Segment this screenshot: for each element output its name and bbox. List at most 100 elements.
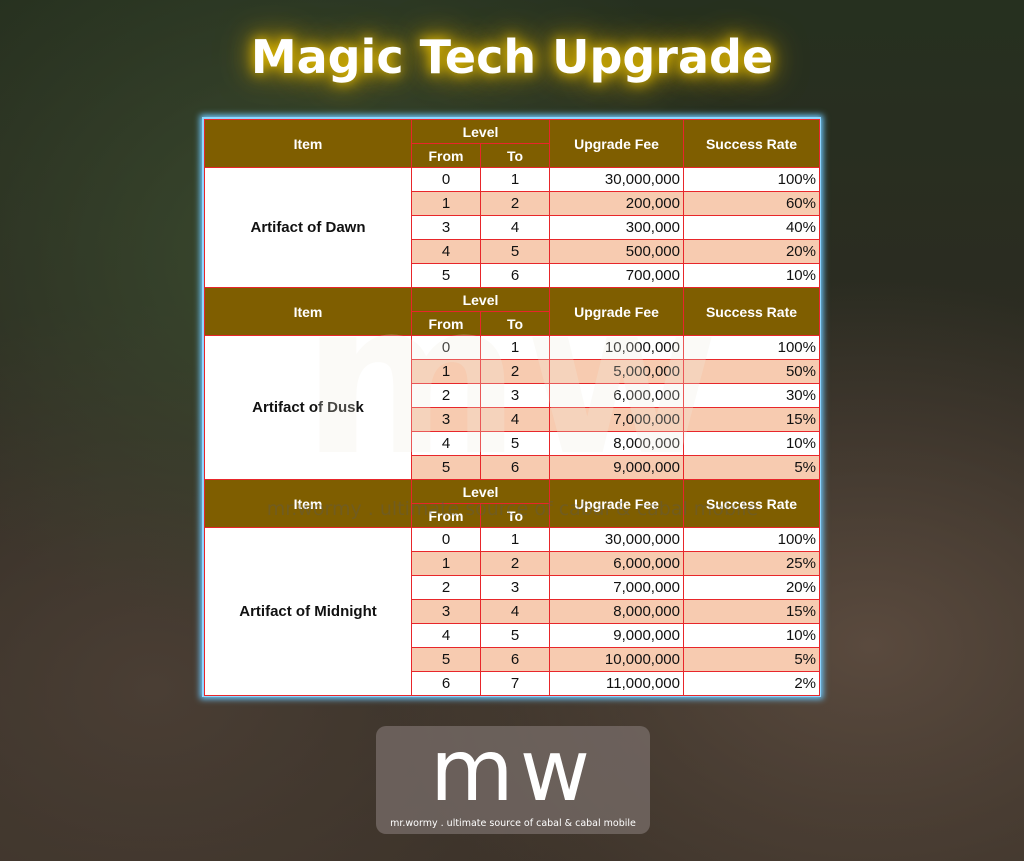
upgrade-fee: 30,000,000 bbox=[549, 167, 684, 192]
success-rate: 20% bbox=[683, 575, 820, 600]
upgrade-fee: 5,000,000 bbox=[549, 359, 684, 384]
upgrade-fee: 200,000 bbox=[549, 191, 684, 216]
level-from: 6 bbox=[411, 671, 481, 696]
upgrade-fee: 700,000 bbox=[549, 263, 684, 288]
level-from: 0 bbox=[411, 335, 481, 360]
upgrade-fee: 11,000,000 bbox=[549, 671, 684, 696]
upgrade-fee: 6,000,000 bbox=[549, 551, 684, 576]
table-row: 5 6 10,000,000 5% bbox=[205, 647, 820, 672]
success-rate: 20% bbox=[683, 239, 820, 264]
success-rate: 15% bbox=[683, 407, 820, 432]
item-header: Item bbox=[204, 119, 412, 168]
level-from: 3 bbox=[411, 599, 481, 624]
level-to: 2 bbox=[480, 359, 550, 384]
rate-header: Success Rate bbox=[683, 287, 820, 336]
level-to: 3 bbox=[480, 575, 550, 600]
item-name: Artifact of Dawn bbox=[204, 167, 412, 288]
fee-header: Upgrade Fee bbox=[549, 287, 684, 336]
level-to: 4 bbox=[480, 215, 550, 240]
success-rate: 25% bbox=[683, 551, 820, 576]
success-rate: 100% bbox=[683, 167, 820, 192]
to-header: To bbox=[480, 311, 550, 336]
upgrade-fee: 8,000,000 bbox=[549, 431, 684, 456]
upgrade-fee: 7,000,000 bbox=[549, 575, 684, 600]
item-header: Item bbox=[204, 287, 412, 336]
logo-tagline: mr.wormy . ultimate source of cabal & ca… bbox=[390, 818, 636, 829]
logo: mw mr.wormy . ultimate source of cabal &… bbox=[376, 726, 650, 834]
fee-header: Upgrade Fee bbox=[549, 119, 684, 168]
level-header: Level bbox=[411, 119, 550, 144]
upgrade-fee: 10,000,000 bbox=[549, 647, 684, 672]
success-rate: 15% bbox=[683, 599, 820, 624]
header-row: Item Level Upgrade Fee Success Rate bbox=[204, 119, 820, 168]
from-header: From bbox=[411, 503, 481, 528]
header-row: Item Level Upgrade Fee Success Rate bbox=[204, 479, 820, 528]
level-to: 5 bbox=[480, 239, 550, 264]
level-to: 4 bbox=[480, 599, 550, 624]
level-from: 4 bbox=[411, 431, 481, 456]
to-header: To bbox=[480, 143, 550, 168]
level-to: 7 bbox=[480, 671, 550, 696]
upgrade-table-panel: Item Level Upgrade Fee Success Rate From To Ar… bbox=[202, 117, 821, 697]
success-rate: 5% bbox=[683, 647, 820, 672]
level-from: 1 bbox=[411, 551, 481, 576]
table-row: 1 2 6,000,000 25% bbox=[205, 551, 820, 576]
level-to: 2 bbox=[480, 191, 550, 216]
success-rate: 50% bbox=[683, 359, 820, 384]
table-row: 3 4 300,000 40% bbox=[205, 215, 820, 240]
level-from: 5 bbox=[411, 455, 481, 480]
success-rate: 100% bbox=[683, 527, 820, 552]
from-header: From bbox=[411, 311, 481, 336]
level-from: 0 bbox=[411, 527, 481, 552]
level-from: 1 bbox=[411, 359, 481, 384]
upgrade-fee: 30,000,000 bbox=[549, 527, 684, 552]
upgrade-fee: 6,000,000 bbox=[549, 383, 684, 408]
success-rate: 2% bbox=[683, 671, 820, 696]
table-row: 5 6 9,000,000 5% bbox=[205, 455, 820, 480]
level-to: 4 bbox=[480, 407, 550, 432]
upgrade-fee: 9,000,000 bbox=[549, 455, 684, 480]
upgrade-fee: 7,000,000 bbox=[549, 407, 684, 432]
level-from: 3 bbox=[411, 215, 481, 240]
level-to: 1 bbox=[480, 527, 550, 552]
table-row: Artifact of Dawn 0 1 30,000,000 100% bbox=[204, 167, 820, 288]
level-from: 4 bbox=[411, 623, 481, 648]
item-name: Artifact of Midnight bbox=[204, 527, 412, 696]
level-from: 3 bbox=[411, 407, 481, 432]
level-from: 5 bbox=[411, 647, 481, 672]
table-row: 3 4 7,000,000 15% bbox=[205, 407, 820, 432]
level-from: 4 bbox=[411, 239, 481, 264]
success-rate: 60% bbox=[683, 191, 820, 216]
table-row: 2 3 6,000,000 30% bbox=[205, 383, 820, 408]
page-title: Magic Tech Upgrade bbox=[250, 30, 774, 84]
success-rate: 100% bbox=[683, 335, 820, 360]
success-rate: 40% bbox=[683, 215, 820, 240]
logo-mark: mw bbox=[429, 721, 597, 821]
from-header: From bbox=[411, 143, 481, 168]
table-row: 4 5 8,000,000 10% bbox=[205, 431, 820, 456]
level-to: 3 bbox=[480, 383, 550, 408]
rate-header: Success Rate bbox=[683, 479, 820, 528]
level-to: 1 bbox=[480, 167, 550, 192]
success-rate: 5% bbox=[683, 455, 820, 480]
table-row: 4 5 9,000,000 10% bbox=[205, 623, 820, 648]
to-header: To bbox=[480, 503, 550, 528]
table-row: Artifact of Dusk 0 1 10,000,000 100% bbox=[204, 335, 820, 480]
success-rate: 10% bbox=[683, 263, 820, 288]
success-rate: 30% bbox=[683, 383, 820, 408]
header-subrow: From To bbox=[205, 311, 820, 336]
item-header: Item bbox=[204, 479, 412, 528]
level-to: 2 bbox=[480, 551, 550, 576]
item-name: Artifact of Dusk bbox=[204, 335, 412, 480]
table-row: 1 2 5,000,000 50% bbox=[205, 359, 820, 384]
level-from: 5 bbox=[411, 263, 481, 288]
level-from: 1 bbox=[411, 191, 481, 216]
upgrade-fee: 9,000,000 bbox=[549, 623, 684, 648]
success-rate: 10% bbox=[683, 623, 820, 648]
table-row: Artifact of Midnight 0 1 30,000,000 100% bbox=[204, 527, 820, 696]
level-header: Level bbox=[411, 287, 550, 312]
level-to: 5 bbox=[480, 623, 550, 648]
upgrade-fee: 10,000,000 bbox=[549, 335, 684, 360]
table-row: 6 7 11,000,000 2% bbox=[205, 671, 820, 696]
table-row: 3 4 8,000,000 15% bbox=[205, 599, 820, 624]
